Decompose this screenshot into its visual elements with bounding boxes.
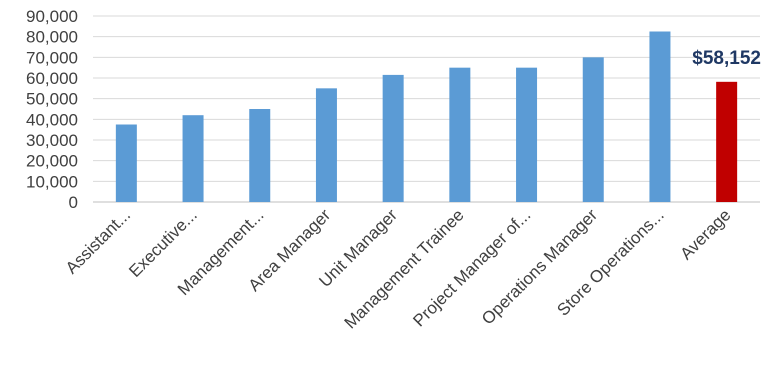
y-tick-label: 0	[69, 193, 78, 212]
x-category-label: Operations Manager	[478, 205, 601, 328]
y-tick-label: 30,000	[26, 131, 78, 150]
bar	[649, 31, 671, 202]
y-tick-label: 10,000	[26, 172, 78, 191]
bar	[516, 67, 538, 203]
y-tick-label: 40,000	[26, 110, 78, 129]
bar	[182, 115, 204, 202]
bar	[382, 74, 404, 202]
y-tick-label: 20,000	[26, 152, 78, 171]
bar	[249, 109, 271, 202]
bar	[449, 67, 471, 203]
data-labels: $58,152	[692, 48, 761, 69]
x-category-label: Management Trainee	[341, 205, 468, 332]
x-axis-category-labels: Assistant...Executive...Management...Are…	[62, 205, 735, 332]
gridlines	[93, 15, 760, 203]
y-tick-label: 70,000	[26, 48, 78, 67]
y-tick-label: 80,000	[26, 28, 78, 47]
bars	[115, 31, 738, 203]
bar	[115, 124, 137, 202]
y-tick-label: 60,000	[26, 69, 78, 88]
x-category-label: Project Manager of...	[409, 205, 534, 330]
y-tick-label: 90,000	[26, 7, 78, 26]
data-label-average: $58,152	[692, 48, 761, 69]
x-category-label: Assistant...	[62, 205, 134, 277]
bar-average	[716, 81, 738, 202]
bar	[582, 57, 604, 203]
bar	[315, 88, 337, 202]
x-category-label: Average	[676, 205, 734, 263]
y-tick-label: 50,000	[26, 90, 78, 109]
